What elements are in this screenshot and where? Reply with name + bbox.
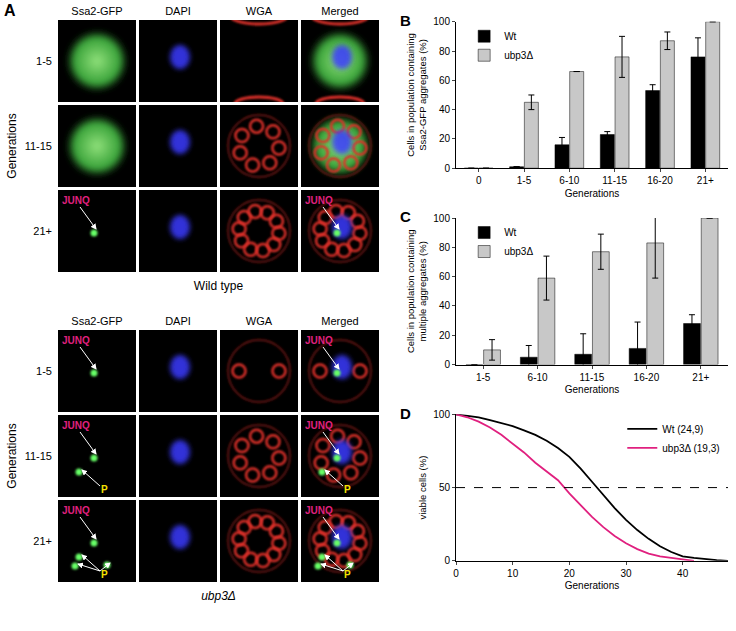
svg-text:ubp3Δ: ubp3Δ	[201, 589, 236, 603]
svg-text:0: 0	[453, 568, 459, 579]
svg-text:Merged: Merged	[321, 5, 358, 17]
svg-text:P: P	[101, 569, 108, 580]
svg-text:40: 40	[677, 568, 689, 579]
svg-text:11-15: 11-15	[580, 372, 605, 383]
svg-text:Generations: Generations	[5, 423, 19, 488]
svg-text:1-5: 1-5	[36, 55, 52, 67]
svg-text:JUNQ: JUNQ	[305, 195, 333, 206]
svg-text:100: 100	[433, 16, 450, 27]
svg-text:0: 0	[476, 175, 482, 186]
svg-text:D: D	[400, 405, 411, 422]
svg-text:10: 10	[507, 568, 519, 579]
svg-text:C: C	[400, 208, 411, 225]
svg-text:JUNQ: JUNQ	[62, 195, 90, 206]
svg-text:DAPI: DAPI	[165, 315, 191, 327]
svg-text:Wt: Wt	[504, 31, 516, 42]
svg-text:100: 100	[433, 409, 450, 420]
svg-text:ubp3Δ: ubp3Δ	[504, 246, 533, 257]
svg-text:Wt (24,9): Wt (24,9)	[662, 424, 703, 435]
svg-text:JUNQ: JUNQ	[62, 420, 90, 431]
svg-text:Cells in population containing: Cells in population containingSsa2-GFP a…	[405, 33, 428, 157]
svg-text:60: 60	[439, 75, 451, 86]
svg-text:21+: 21+	[33, 535, 52, 547]
svg-text:16-20: 16-20	[634, 372, 660, 383]
svg-text:Generations: Generations	[565, 580, 619, 591]
svg-text:DAPI: DAPI	[165, 5, 191, 17]
svg-text:20: 20	[439, 330, 451, 341]
svg-text:11-15: 11-15	[25, 450, 52, 462]
svg-text:A: A	[4, 2, 16, 19]
svg-text:20: 20	[564, 568, 576, 579]
svg-text:11-15: 11-15	[602, 175, 627, 186]
svg-text:40: 40	[439, 300, 451, 311]
svg-text:ubp3Δ (19,3): ubp3Δ (19,3)	[662, 443, 719, 454]
svg-text:Wild type: Wild type	[194, 279, 244, 293]
svg-text:P: P	[344, 569, 351, 580]
svg-text:Generations: Generations	[565, 188, 619, 199]
svg-text:P: P	[344, 484, 351, 495]
svg-text:1-5: 1-5	[476, 372, 491, 383]
svg-text:100: 100	[433, 213, 450, 224]
svg-text:JUNQ: JUNQ	[62, 505, 90, 516]
svg-text:16-20: 16-20	[647, 175, 673, 186]
svg-text:80: 80	[439, 242, 451, 253]
svg-text:viable cells (%): viable cells (%)	[417, 456, 428, 520]
svg-text:JUNQ: JUNQ	[305, 505, 333, 516]
svg-text:30: 30	[620, 568, 632, 579]
svg-text:Merged: Merged	[321, 315, 358, 327]
svg-text:80: 80	[439, 46, 451, 57]
svg-text:11-15: 11-15	[25, 140, 52, 152]
svg-text:60: 60	[439, 271, 451, 282]
svg-text:0: 0	[444, 163, 450, 174]
svg-text:B: B	[400, 12, 411, 29]
svg-text:50: 50	[439, 482, 451, 493]
svg-text:WGA: WGA	[246, 5, 273, 17]
svg-text:Generations: Generations	[5, 113, 19, 178]
svg-text:Wt: Wt	[504, 227, 516, 238]
svg-text:JUNQ: JUNQ	[62, 335, 90, 346]
svg-text:Cells in population containing: Cells in population containingmultiple a…	[405, 229, 428, 353]
svg-text:Ssa2-GFP: Ssa2-GFP	[71, 315, 122, 327]
svg-text:ubp3Δ: ubp3Δ	[504, 50, 533, 61]
svg-text:0: 0	[444, 359, 450, 370]
svg-text:6-10: 6-10	[528, 372, 548, 383]
svg-text:21+: 21+	[692, 372, 709, 383]
svg-text:6-10: 6-10	[559, 175, 579, 186]
svg-text:Ssa2-GFP: Ssa2-GFP	[71, 5, 122, 17]
svg-text:JUNQ: JUNQ	[305, 335, 333, 346]
svg-text:1-5: 1-5	[36, 365, 52, 377]
svg-text:Generations: Generations	[565, 384, 619, 395]
svg-text:JUNQ: JUNQ	[305, 420, 333, 431]
svg-text:21+: 21+	[33, 225, 52, 237]
svg-text:21+: 21+	[697, 175, 714, 186]
svg-text:P: P	[101, 484, 108, 495]
svg-text:0: 0	[444, 555, 450, 566]
svg-text:40: 40	[439, 104, 451, 115]
svg-text:1-5: 1-5	[517, 175, 532, 186]
svg-text:20: 20	[439, 133, 451, 144]
svg-text:WGA: WGA	[246, 315, 273, 327]
